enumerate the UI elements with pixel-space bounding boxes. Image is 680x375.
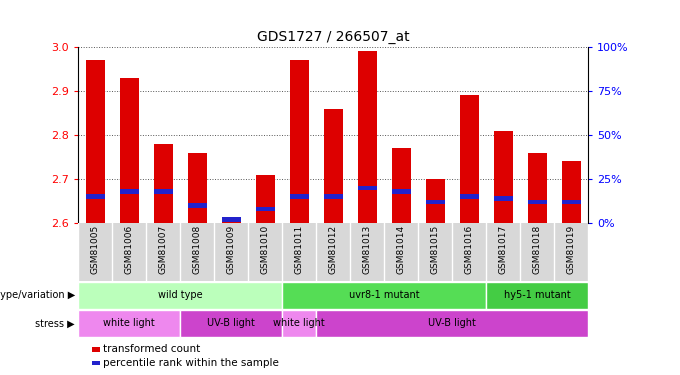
Bar	[154, 189, 173, 194]
Text: GSM81016: GSM81016	[464, 225, 474, 274]
Bar	[78, 282, 282, 309]
Text: percentile rank within the sample: percentile rank within the sample	[103, 358, 279, 368]
Bar	[358, 51, 377, 223]
Text: stress ▶: stress ▶	[35, 318, 75, 328]
Text: UV-B light: UV-B light	[428, 318, 476, 328]
Text: white light: white light	[103, 318, 155, 328]
Text: GSM81017: GSM81017	[498, 225, 508, 274]
Bar	[120, 78, 139, 223]
Bar	[486, 282, 588, 309]
Text: genotype/variation ▶: genotype/variation ▶	[0, 290, 75, 300]
Bar	[188, 153, 207, 223]
Text: uvr8-1 mutant: uvr8-1 mutant	[349, 290, 420, 300]
Bar	[78, 310, 180, 337]
Bar	[316, 310, 588, 337]
Bar	[180, 310, 282, 337]
Bar	[290, 195, 309, 199]
Bar	[426, 200, 445, 204]
Bar	[392, 148, 411, 223]
Text: GSM81012: GSM81012	[328, 225, 338, 274]
Text: GSM81006: GSM81006	[124, 225, 134, 274]
Bar	[222, 217, 241, 222]
Bar	[290, 60, 309, 223]
Text: wild type: wild type	[158, 290, 203, 300]
Text: GSM81009: GSM81009	[226, 225, 236, 274]
Text: GSM81018: GSM81018	[532, 225, 542, 274]
Bar	[282, 282, 486, 309]
Bar	[120, 189, 139, 194]
Text: GSM81014: GSM81014	[396, 225, 406, 274]
Text: transformed count: transformed count	[103, 344, 201, 354]
Text: GSM81008: GSM81008	[192, 225, 202, 274]
Bar	[562, 200, 581, 204]
Bar	[86, 60, 105, 223]
Text: GSM81013: GSM81013	[362, 225, 372, 274]
Bar	[528, 200, 547, 204]
Text: white light: white light	[273, 318, 325, 328]
Bar	[256, 207, 275, 211]
Text: GSM81011: GSM81011	[294, 225, 304, 274]
Bar	[460, 95, 479, 223]
Bar	[188, 203, 207, 208]
Bar	[528, 153, 547, 223]
Text: GSM81015: GSM81015	[430, 225, 440, 274]
Title: GDS1727 / 266507_at: GDS1727 / 266507_at	[257, 30, 409, 45]
Bar	[256, 175, 275, 223]
Bar	[154, 144, 173, 223]
Bar	[392, 189, 411, 194]
Bar	[494, 130, 513, 223]
Text: GSM81010: GSM81010	[260, 225, 270, 274]
Bar	[358, 186, 377, 190]
Bar	[324, 109, 343, 223]
Text: GSM81007: GSM81007	[158, 225, 168, 274]
Bar	[282, 310, 316, 337]
Text: GSM81019: GSM81019	[566, 225, 576, 274]
Text: UV-B light: UV-B light	[207, 318, 255, 328]
Bar	[460, 195, 479, 199]
Bar	[222, 219, 241, 223]
Bar	[426, 179, 445, 223]
Bar	[494, 196, 513, 201]
Text: GSM81005: GSM81005	[90, 225, 100, 274]
Bar	[324, 195, 343, 199]
Bar	[562, 161, 581, 223]
Bar	[86, 195, 105, 199]
Text: hy5-1 mutant: hy5-1 mutant	[504, 290, 571, 300]
